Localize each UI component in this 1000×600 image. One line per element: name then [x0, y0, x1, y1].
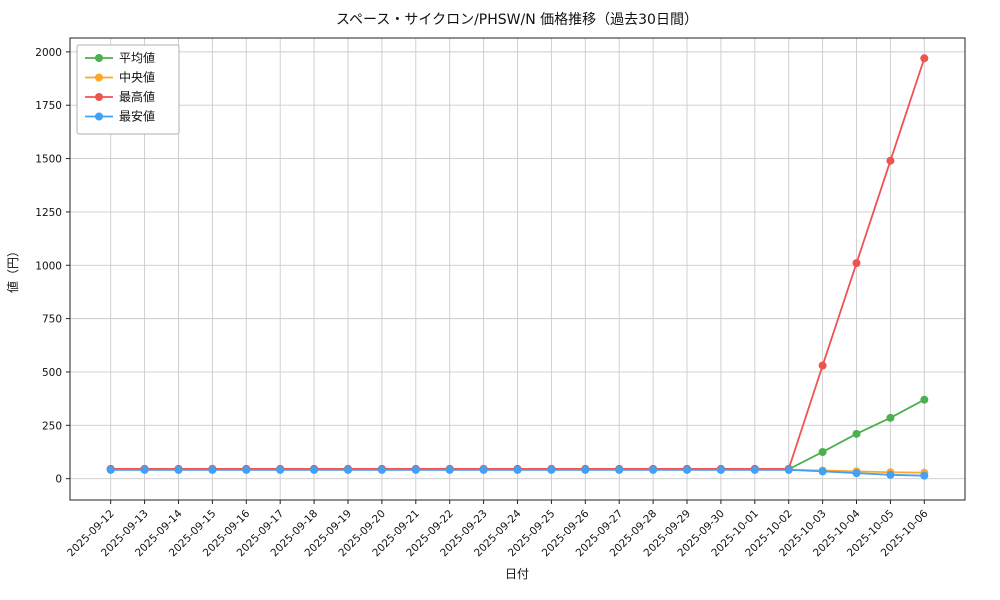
- y-tick-label: 1250: [35, 207, 62, 219]
- data-point-min: [784, 465, 793, 474]
- data-point-avg: [852, 429, 861, 438]
- data-point-max: [886, 156, 895, 165]
- y-axis-label: 値（円）: [5, 245, 20, 293]
- data-point-min: [818, 467, 827, 476]
- data-point-min: [750, 465, 759, 474]
- data-point-min: [547, 465, 556, 474]
- y-tick-label: 750: [42, 314, 62, 326]
- data-point-min: [310, 465, 319, 474]
- legend-box: [76, 44, 180, 135]
- data-point-min: [174, 465, 183, 474]
- y-tick-label: 1000: [35, 260, 62, 272]
- data-point-max: [818, 361, 827, 370]
- data-point-avg: [818, 447, 827, 456]
- data-point-min: [513, 465, 522, 474]
- data-point-min: [886, 470, 895, 479]
- data-point-min: [208, 465, 217, 474]
- legend-label-max: 最高値: [119, 89, 155, 104]
- data-point-min: [683, 465, 692, 474]
- legend-marker-max: [95, 93, 103, 101]
- data-point-min: [920, 471, 929, 480]
- data-point-min: [411, 465, 420, 474]
- y-tick-label: 1750: [35, 100, 62, 112]
- series-layer: [106, 54, 929, 480]
- data-point-min: [852, 469, 861, 478]
- data-point-min: [716, 465, 725, 474]
- chart-title: スペース・サイクロン/PHSW/N 価格推移（過去30日間）: [336, 12, 698, 28]
- y-tick-label: 250: [42, 420, 62, 432]
- legend-marker-median: [95, 73, 103, 82]
- data-point-avg: [886, 413, 895, 422]
- grid-layer: [70, 38, 965, 500]
- legend-label-median: 中央値: [119, 70, 155, 85]
- legend-label-avg: 平均値: [119, 50, 155, 65]
- y-tick-label: 1500: [35, 154, 62, 166]
- legend-label-min: 最安値: [119, 109, 155, 124]
- x-axis-label: 日付: [505, 567, 529, 581]
- legend-marker-avg: [95, 54, 103, 62]
- data-point-avg: [920, 395, 929, 404]
- data-point-min: [581, 465, 590, 474]
- data-point-min: [377, 465, 386, 474]
- data-point-max: [920, 54, 929, 63]
- data-point-min: [615, 465, 624, 474]
- y-tick-label: 0: [55, 474, 62, 486]
- data-point-min: [343, 465, 352, 474]
- data-point-min: [242, 465, 251, 474]
- data-point-min: [445, 465, 454, 474]
- data-point-min: [479, 465, 488, 474]
- y-tick-label: 2000: [35, 47, 62, 59]
- data-point-min: [140, 465, 149, 474]
- data-point-min: [106, 465, 115, 474]
- data-point-min: [276, 465, 285, 474]
- legend-marker-min: [95, 112, 103, 121]
- y-tick-label: 500: [42, 367, 62, 379]
- data-point-max: [852, 259, 861, 268]
- data-point-min: [649, 465, 658, 474]
